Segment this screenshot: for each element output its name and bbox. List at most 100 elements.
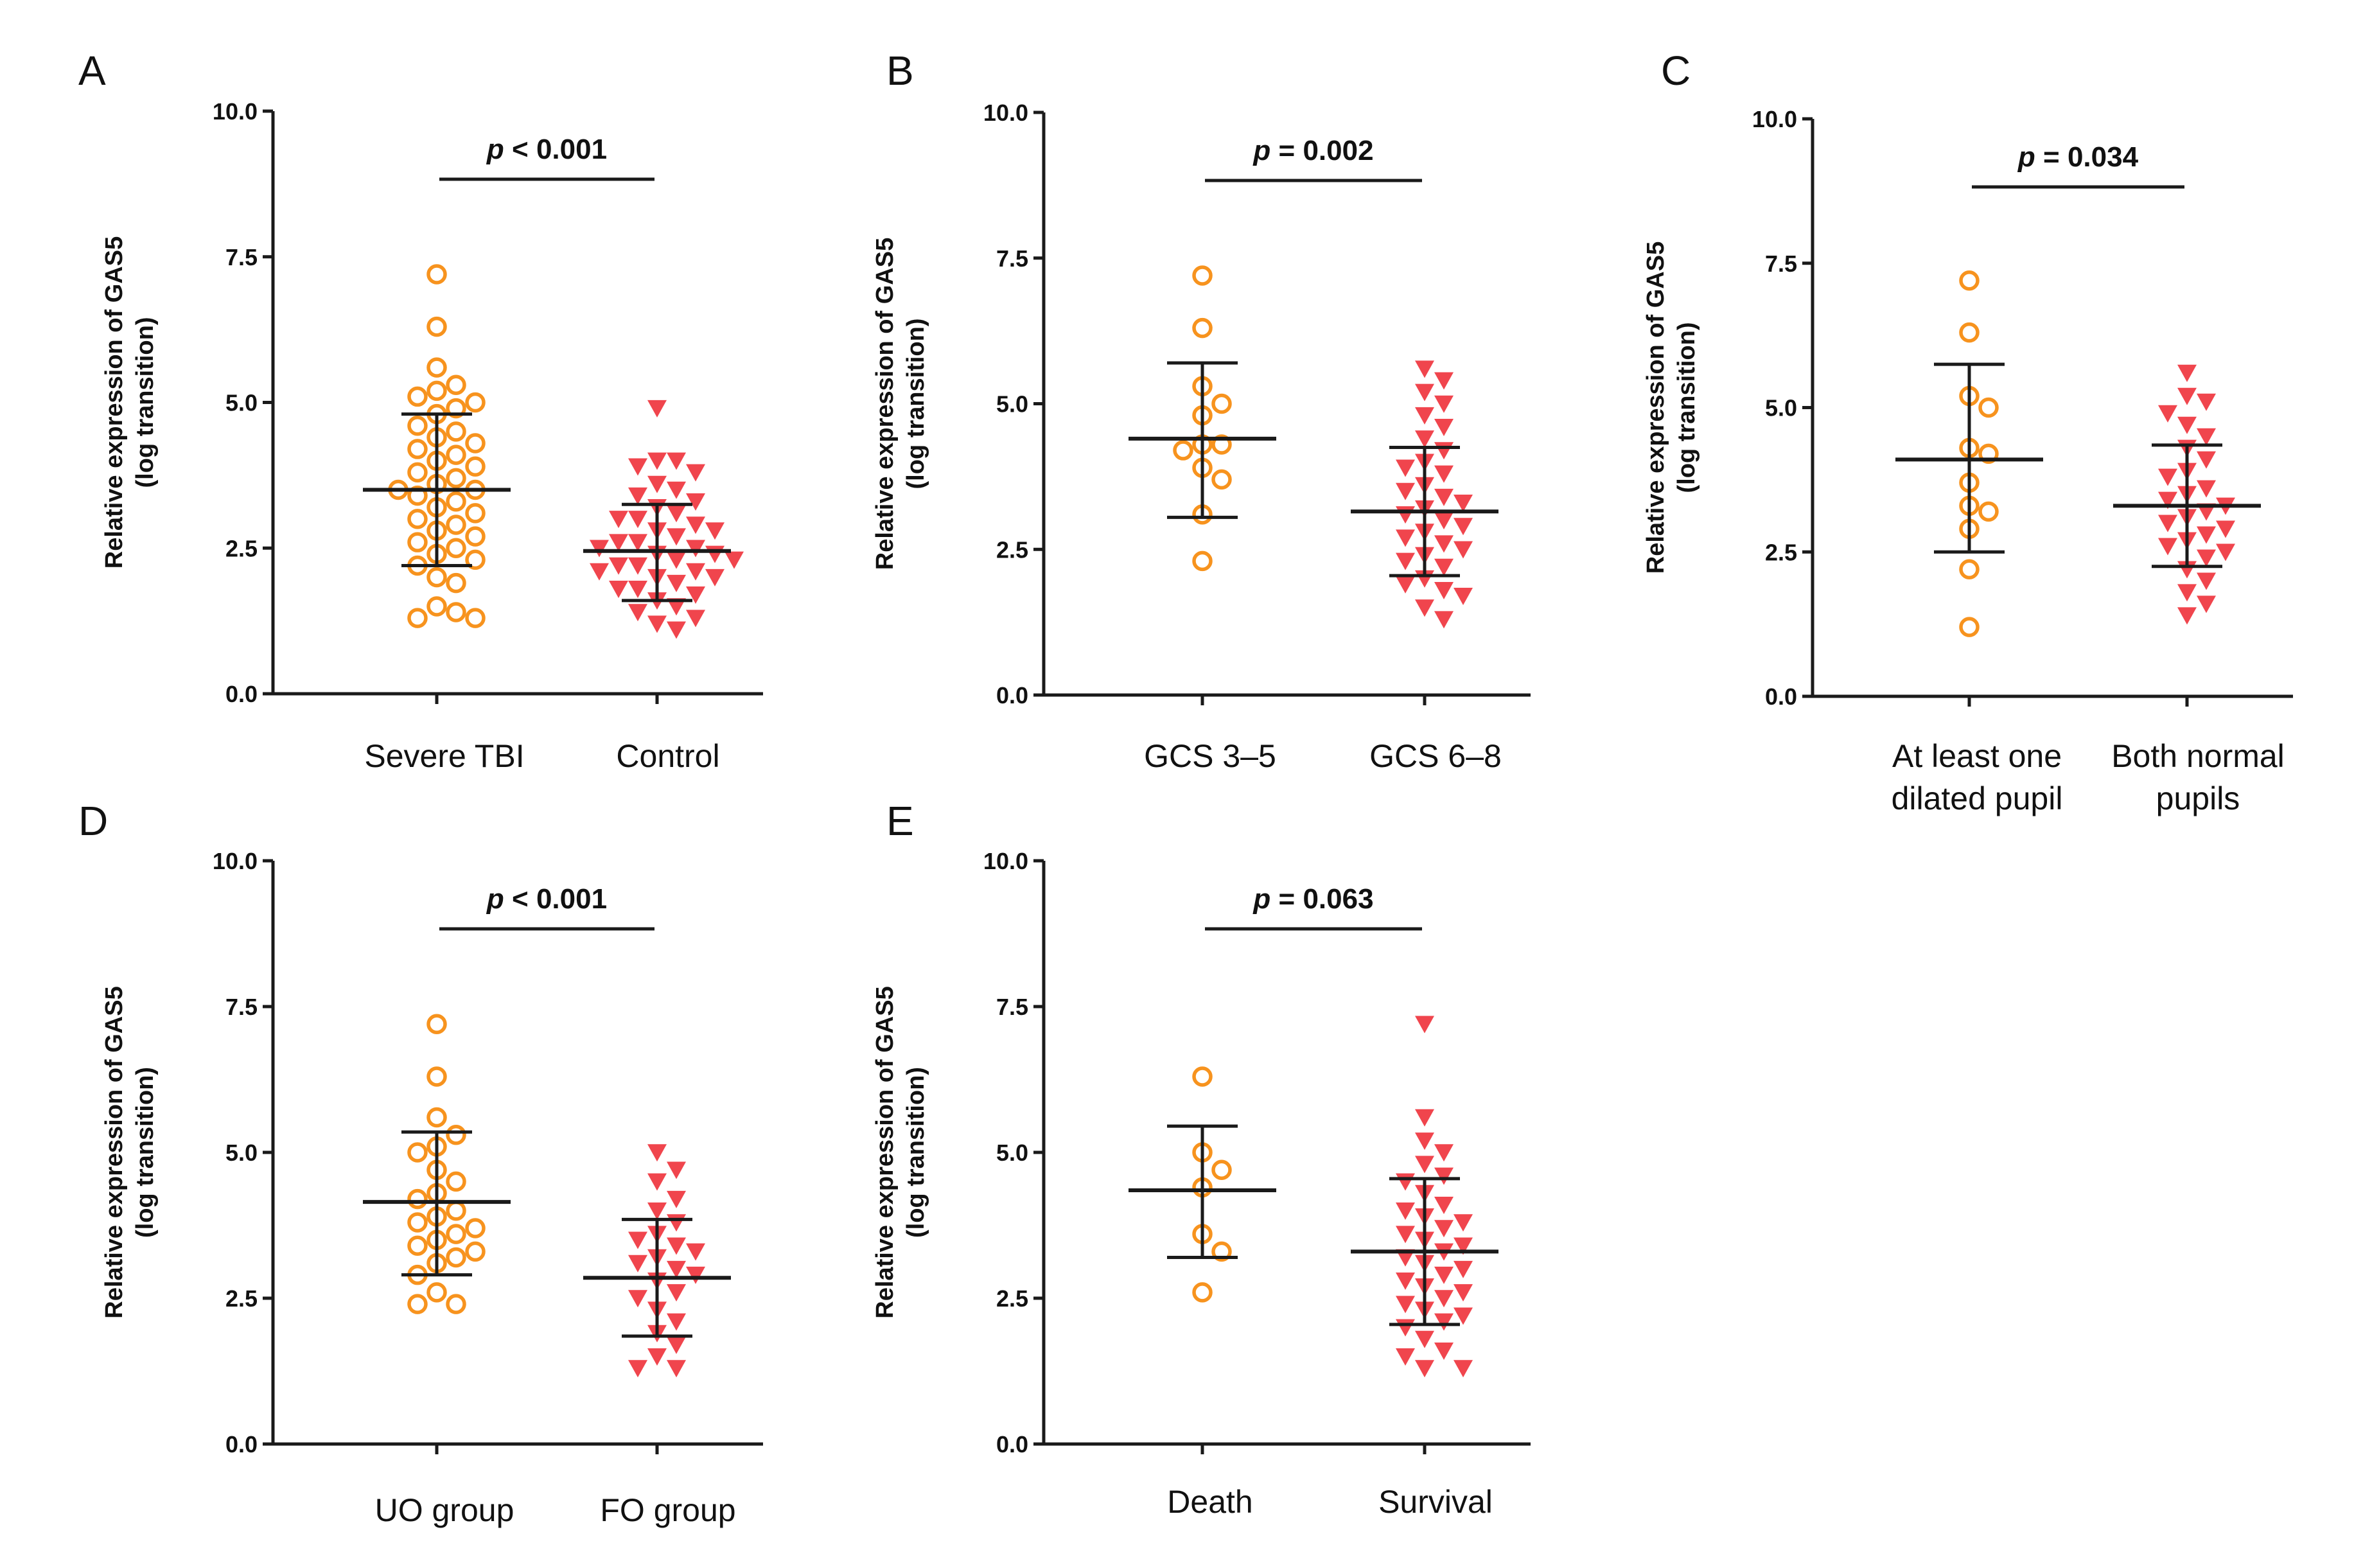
data-point <box>407 1235 428 1256</box>
data-point <box>465 1218 486 1238</box>
data-point <box>628 1290 647 1308</box>
y-tick-label: 5.0 <box>1765 395 1797 421</box>
data-point <box>2197 393 2216 411</box>
x-category-label: At least one <box>1892 738 2062 774</box>
data-point <box>407 386 428 407</box>
panel-letter: B <box>886 48 914 94</box>
data-point <box>446 1171 466 1192</box>
data-point <box>1396 1319 1415 1337</box>
data-point <box>1978 501 1999 522</box>
data-point <box>686 563 705 581</box>
x-category-label: Severe TBI <box>364 738 524 774</box>
data-point <box>1211 469 1232 490</box>
data-point <box>446 515 466 535</box>
data-point <box>2177 416 2197 434</box>
data-point <box>667 1360 686 1378</box>
data-point <box>628 1255 647 1273</box>
data-point <box>1959 617 1980 637</box>
data-point <box>2216 543 2235 561</box>
x-category-label: Survival <box>1378 1484 1493 1520</box>
data-point <box>1415 599 1434 617</box>
x-category-label: pupils <box>2156 780 2240 816</box>
data-point <box>628 458 647 476</box>
data-point <box>407 462 428 483</box>
data-point <box>1434 465 1454 483</box>
p-value-symbol: p <box>1252 883 1270 915</box>
data-point <box>628 580 647 598</box>
data-point <box>1454 1307 1473 1325</box>
data-point <box>1415 1360 1434 1378</box>
group-1: At least one dilated pupil <box>1892 270 2062 816</box>
data-point <box>1396 1226 1415 1244</box>
data-point <box>1173 440 1193 461</box>
data-point <box>426 567 447 588</box>
data-point <box>465 456 486 477</box>
y-tick-label: 5.0 <box>225 1140 258 1166</box>
data-point <box>1454 518 1473 536</box>
data-point <box>426 1282 447 1303</box>
data-point <box>590 563 609 581</box>
x-category-label: GCS 6–8 <box>1369 738 1502 774</box>
y-tick-label: 2.5 <box>225 1285 258 1312</box>
data-point <box>705 522 725 540</box>
data-point <box>1434 1167 1454 1185</box>
data-point <box>1454 1360 1473 1378</box>
group-2: Control <box>583 400 744 774</box>
data-point <box>628 604 647 622</box>
data-point <box>407 416 428 436</box>
panel-b: B Relative expression of GAS5 (log transit… <box>872 48 1531 774</box>
data-point <box>407 608 428 628</box>
y-tick-label: 0.0 <box>1765 683 1797 710</box>
y-tick-label: 0.0 <box>225 681 258 707</box>
y-tick-label: 10.0 <box>983 848 1028 874</box>
data-point <box>1434 488 1454 506</box>
data-point <box>407 509 428 529</box>
data-point <box>1396 1348 1415 1366</box>
group-1: GCS 3–5 <box>1129 265 1276 774</box>
data-point <box>2177 364 2197 382</box>
data-point <box>465 526 486 547</box>
data-point <box>1192 1282 1213 1303</box>
data-point <box>1415 360 1434 378</box>
data-point <box>667 528 686 546</box>
data-point <box>446 445 466 465</box>
data-point <box>1211 434 1232 455</box>
data-point <box>1434 1144 1454 1162</box>
data-point <box>686 493 705 511</box>
data-point <box>1434 442 1454 460</box>
data-point <box>446 1125 466 1145</box>
y-tick-label: 7.5 <box>225 244 258 270</box>
y-tick-label: 7.5 <box>225 994 258 1020</box>
data-point <box>465 549 486 570</box>
group-2: Both normal pupils <box>2111 364 2285 816</box>
data-point <box>2158 405 2177 423</box>
group-2: FO group <box>583 1144 736 1528</box>
y-axis-subtitle: (log transition) <box>1673 322 1700 493</box>
data-point <box>686 464 705 482</box>
p-value-symbol: p <box>486 883 504 915</box>
y-tick-label: 0.0 <box>996 682 1028 709</box>
data-point <box>1454 1284 1473 1302</box>
data-point <box>647 475 667 493</box>
data-point <box>667 505 686 523</box>
data-point <box>426 264 447 285</box>
data-point <box>2197 480 2216 498</box>
group-1: Death <box>1129 1066 1276 1520</box>
data-point <box>1454 1237 1473 1255</box>
x-category-label: Death <box>1167 1484 1252 1520</box>
data-point <box>1434 558 1454 576</box>
data-point <box>2216 520 2235 538</box>
data-point <box>1454 541 1473 559</box>
p-value-label: p = 0.063 <box>1252 883 1373 915</box>
data-point <box>1211 1241 1232 1262</box>
data-point <box>686 540 705 558</box>
data-point <box>2158 491 2177 509</box>
data-point <box>465 392 486 413</box>
p-value-symbol: p <box>486 134 504 165</box>
data-point <box>1959 559 1980 579</box>
data-point <box>2197 526 2216 544</box>
y-tick-label: 10.0 <box>983 100 1028 126</box>
y-tick-label: 10.0 <box>213 848 258 874</box>
data-point <box>407 532 428 552</box>
y-axis-subtitle: (log transition) <box>902 319 929 489</box>
